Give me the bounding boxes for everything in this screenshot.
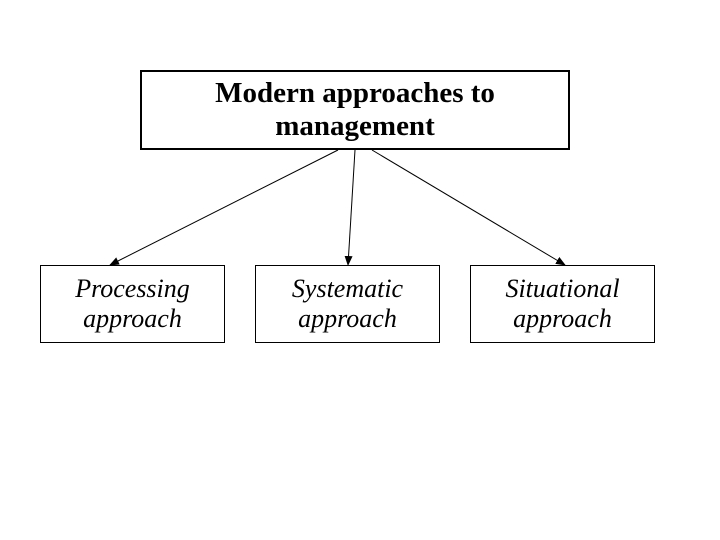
child3-line2: approach — [513, 304, 612, 333]
root-line1: Modern approaches to — [215, 77, 495, 109]
child-node-processing: Processing approach — [40, 265, 225, 343]
child-node-systematic: Systematic approach — [255, 265, 440, 343]
root-line2: management — [275, 110, 434, 142]
child2-line2: approach — [298, 304, 397, 333]
child3-line1: Situational — [505, 274, 619, 303]
root-node: Modern approaches to management — [140, 70, 570, 150]
child1-line2: approach — [83, 304, 182, 333]
edge-arrow — [110, 150, 338, 265]
child-node-situational: Situational approach — [470, 265, 655, 343]
edge-arrow — [372, 150, 565, 265]
child1-line1: Processing — [75, 274, 190, 303]
edge-arrow — [348, 150, 355, 265]
child2-line1: Systematic — [292, 274, 403, 303]
